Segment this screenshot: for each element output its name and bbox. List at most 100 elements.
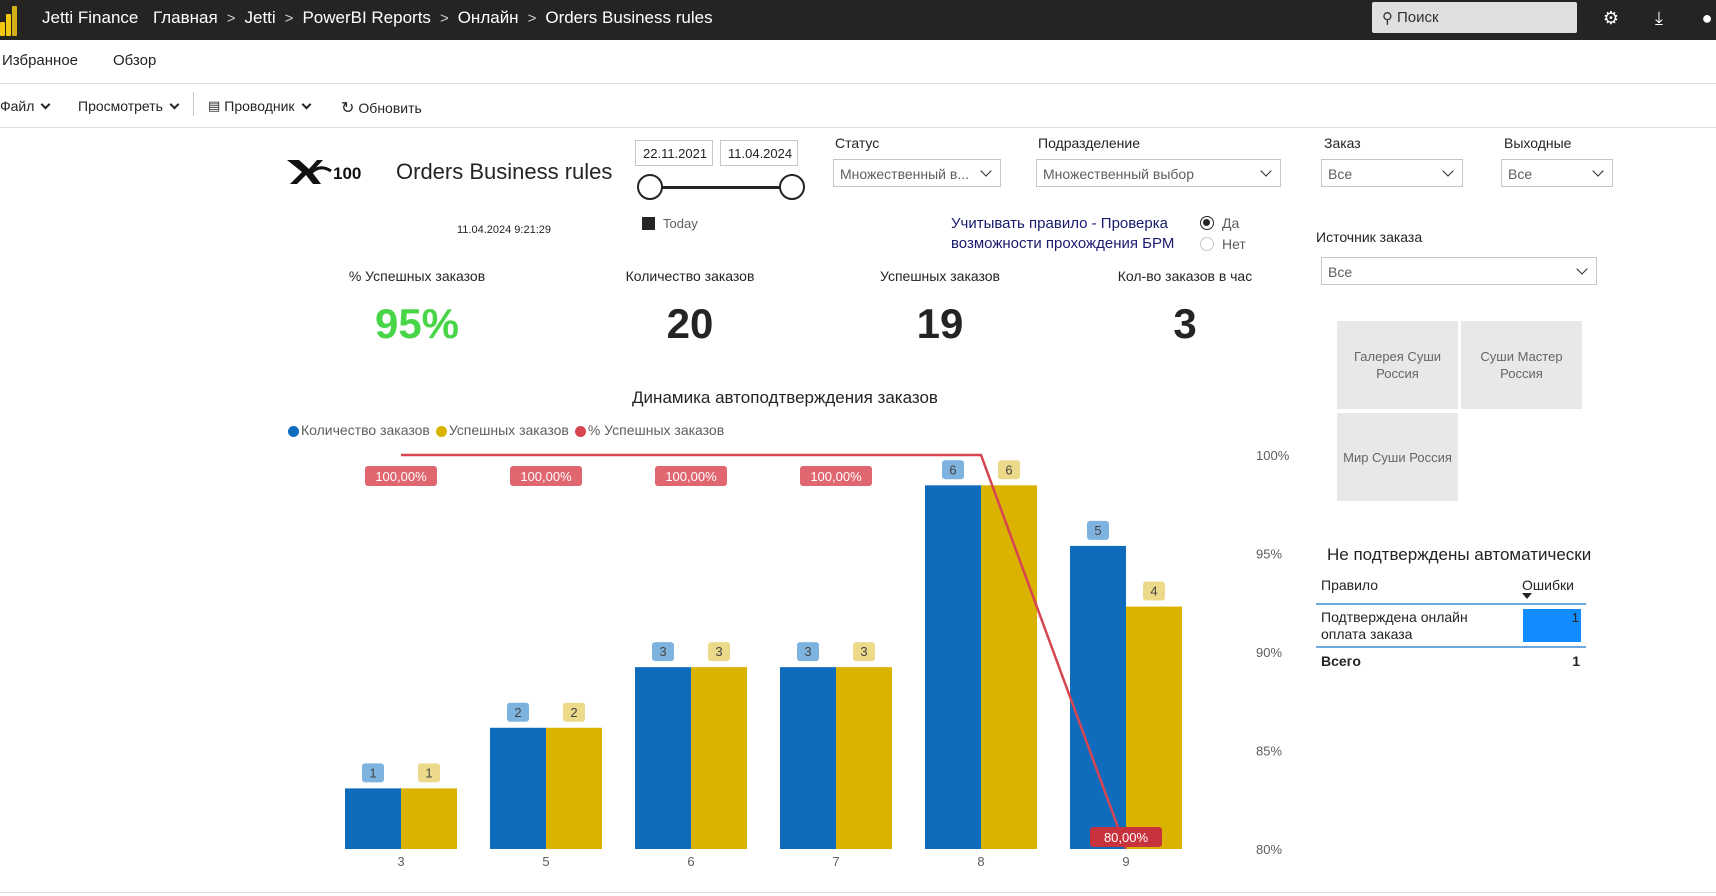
table-total-value: 1 xyxy=(1572,653,1580,669)
division-dropdown[interactable]: Множественный выбор xyxy=(1036,159,1281,187)
x100-logo: 100 xyxy=(287,160,361,184)
table-divider xyxy=(1316,603,1586,605)
table-header-rule[interactable]: Правило xyxy=(1321,577,1379,593)
chevron-down-icon xyxy=(1576,263,1588,275)
table-row-error-bar xyxy=(1523,609,1581,642)
breadcrumb-online[interactable]: Онлайн xyxy=(457,8,519,27)
explorer-menu-label: Проводник xyxy=(224,98,295,114)
kpi-orders-count-value: 20 xyxy=(666,300,714,347)
chevron-down-icon xyxy=(301,99,311,109)
file-menu-button[interactable]: Файл xyxy=(0,98,51,114)
sort-desc-icon xyxy=(1522,593,1532,599)
chevron-down-icon xyxy=(1592,165,1604,177)
chart-legend: Количество заказов Успешных заказов % Ус… xyxy=(288,422,724,438)
search-placeholder: Поиск xyxy=(1397,9,1439,26)
chevron-right-icon: > xyxy=(284,9,294,27)
legend-label-orders: Количество заказов xyxy=(301,422,430,438)
division-slicer-label: Подразделение xyxy=(1038,135,1141,151)
legend-dot-icon xyxy=(435,425,447,437)
kpi-orders-count-label: Количество заказов xyxy=(625,268,755,284)
breadcrumb-jetti[interactable]: Jetti xyxy=(244,8,276,27)
source-dropdown-value: Все xyxy=(1328,264,1353,280)
toolbar-divider xyxy=(193,92,194,116)
explorer-menu-button[interactable]: ▤ Проводник xyxy=(208,98,311,114)
refresh-label: Обновить xyxy=(358,100,422,116)
chevron-down-icon xyxy=(169,99,180,109)
search-input[interactable]: ⚲ Поиск xyxy=(1372,2,1577,33)
table-header-errors[interactable]: Ошибки xyxy=(1522,577,1574,593)
menu-bar: Избранное Обзор xyxy=(0,40,1716,84)
weekend-dropdown-value: Все xyxy=(1508,166,1533,182)
refresh-timestamp: 11.04.2024 9:21:29 xyxy=(457,224,551,236)
order-dropdown[interactable]: Все xyxy=(1321,159,1463,187)
top-bar: Jetti Finance Главная > Jetti > PowerBI … xyxy=(0,0,1716,40)
source-dropdown[interactable]: Все xyxy=(1321,257,1597,285)
chart-title: Динамика автоподтверждения заказов xyxy=(632,388,938,407)
tile-mir-sushi[interactable]: Мир Суши Россия xyxy=(1337,413,1458,501)
menu-overview[interactable]: Обзор xyxy=(113,52,157,69)
weekend-slicer-label: Выходные xyxy=(1504,135,1572,151)
today-checkbox[interactable] xyxy=(642,217,655,230)
order-slicer-label: Заказ xyxy=(1324,135,1361,151)
kpi-success-percent-label: % Успешных заказов xyxy=(348,268,486,284)
app-title[interactable]: Jetti Finance xyxy=(42,8,139,27)
page-tabs-divider xyxy=(0,892,1716,893)
kpi-orders-per-hour-label: Кол-во заказов в час xyxy=(1117,268,1253,284)
view-menu-label: Просмотреть xyxy=(78,98,163,114)
legend-label-percent: % Успешных заказов xyxy=(587,422,725,438)
powerbi-logo-icon xyxy=(0,4,22,36)
menu-favorites[interactable]: Избранное xyxy=(2,52,79,69)
date-slider-end-handle[interactable] xyxy=(779,174,805,200)
tile-sushi-master[interactable]: Суши Мастер Россия xyxy=(1461,321,1582,409)
chevron-right-icon: > xyxy=(439,9,449,27)
status-dropdown[interactable]: Множественный в... xyxy=(833,159,1001,187)
weekend-dropdown[interactable]: Все xyxy=(1501,159,1613,187)
order-dropdown-value: Все xyxy=(1328,166,1353,182)
radio-no[interactable] xyxy=(1200,237,1214,251)
legend-item-percent[interactable]: % Успешных заказов xyxy=(574,422,725,438)
view-menu-button[interactable]: Просмотреть xyxy=(78,98,180,114)
radio-yes[interactable] xyxy=(1200,216,1214,230)
refresh-icon: ↻ xyxy=(341,100,355,117)
tile-galereya-sushi[interactable]: Галерея Суши Россия xyxy=(1337,321,1458,409)
radio-yes-label: Да xyxy=(1222,215,1240,231)
legend-item-successful[interactable]: Успешных заказов xyxy=(435,422,569,438)
legend-dot-icon xyxy=(288,425,299,437)
chevron-down-icon xyxy=(40,99,51,109)
radio-no-label: Нет xyxy=(1222,236,1246,252)
date-slider-track[interactable] xyxy=(650,186,793,189)
unconfirmed-table-title: Не подтверждены автоматически xyxy=(1327,545,1592,564)
source-slicer-label: Источник заказа xyxy=(1316,229,1423,245)
kpi-orders-per-hour-value: 3 xyxy=(1173,300,1197,347)
today-label: Today xyxy=(663,216,698,231)
chevron-right-icon: > xyxy=(527,9,537,27)
kpi-successful-orders-value: 19 xyxy=(916,300,964,347)
breadcrumb: Главная > Jetti > PowerBI Reports > Онла… xyxy=(153,8,713,28)
legend-label-successful: Успешных заказов xyxy=(448,422,569,438)
kpi-successful-orders-label: Успешных заказов xyxy=(880,268,1000,284)
download-icon[interactable]: ⤓ xyxy=(1655,7,1663,28)
person-icon[interactable]: ● xyxy=(1701,7,1713,28)
gear-icon[interactable]: ⚙ xyxy=(1602,7,1620,28)
kpi-success-percent-value: 95% xyxy=(374,300,460,347)
date-slider-start-handle[interactable] xyxy=(637,174,663,200)
breadcrumb-powerbi-reports[interactable]: PowerBI Reports xyxy=(302,8,431,27)
refresh-button[interactable]: ↻ Обновить xyxy=(341,98,422,118)
chevron-down-icon xyxy=(980,165,992,177)
table-divider xyxy=(1316,646,1586,648)
table-row-errors: 1 xyxy=(1571,610,1579,625)
date-from-input[interactable]: 22.11.2021 xyxy=(635,140,713,166)
report-canvas xyxy=(0,128,1716,896)
status-dropdown-value: Множественный в... xyxy=(840,166,969,182)
chevron-down-icon xyxy=(1442,165,1454,177)
status-slicer-label: Статус xyxy=(835,135,880,151)
toolbar: Файл Просмотреть ▤ Проводник ↻ Обновить xyxy=(0,84,1716,128)
svg-text:100: 100 xyxy=(333,164,361,183)
rule-toggle-label: Учитывать правило - Проверка возможности… xyxy=(951,215,1175,252)
report-title: Orders Business rules xyxy=(396,159,613,184)
legend-dot-icon xyxy=(574,425,586,437)
date-to-input[interactable]: 11.04.2024 xyxy=(720,140,798,166)
breadcrumb-current-report: Orders Business rules xyxy=(545,8,713,27)
legend-item-orders[interactable]: Количество заказов xyxy=(288,422,430,438)
breadcrumb-home[interactable]: Главная xyxy=(153,8,218,27)
